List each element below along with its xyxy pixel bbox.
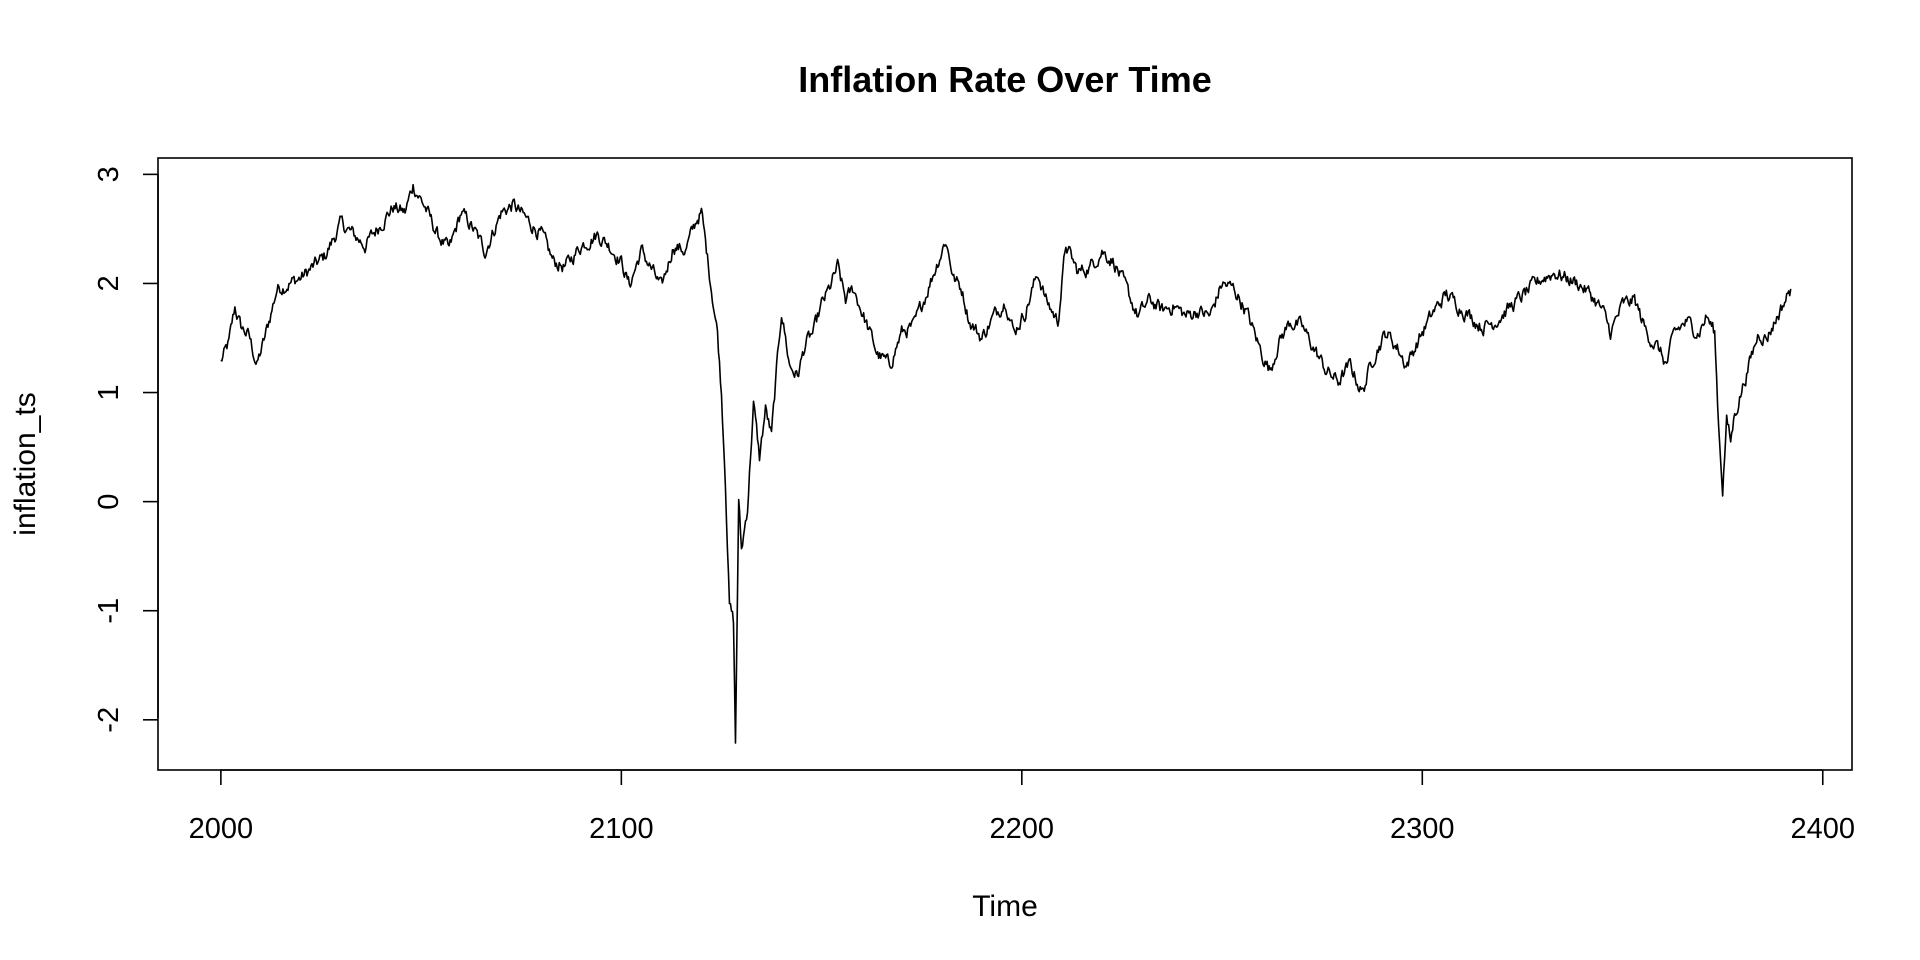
x-axis-ticks: 2000 2100 2200 2300 2400 <box>189 770 1855 845</box>
x-tick-label: 2300 <box>1390 813 1455 845</box>
y-tick-label: 0 <box>93 494 125 510</box>
y-tick-label: 1 <box>93 384 125 400</box>
x-tick-label: 2100 <box>589 813 654 845</box>
y-tick-label: 3 <box>93 166 125 182</box>
y-axis: -2 -1 0 1 2 3 <box>93 166 159 733</box>
chart-title: Inflation Rate Over Time <box>798 59 1211 100</box>
plot-frame <box>157 157 1853 771</box>
series-line-0 <box>220 183 1792 744</box>
x-tick-label: 2200 <box>990 813 1055 845</box>
y-tick-label: 2 <box>93 275 125 291</box>
y-tick-label: -2 <box>93 707 125 733</box>
x-axis: 2000 2100 2200 2300 2400 <box>189 769 1855 845</box>
y-axis-title: inflation_ts <box>9 392 42 535</box>
y-axis-ticks: -2 -1 0 1 2 3 <box>93 166 158 733</box>
series-layer <box>220 183 1792 744</box>
x-axis-title: Time <box>972 890 1038 923</box>
x-tick-label: 2400 <box>1791 813 1856 845</box>
x-tick-label: 2000 <box>189 813 254 845</box>
y-tick-label: -1 <box>93 598 125 624</box>
